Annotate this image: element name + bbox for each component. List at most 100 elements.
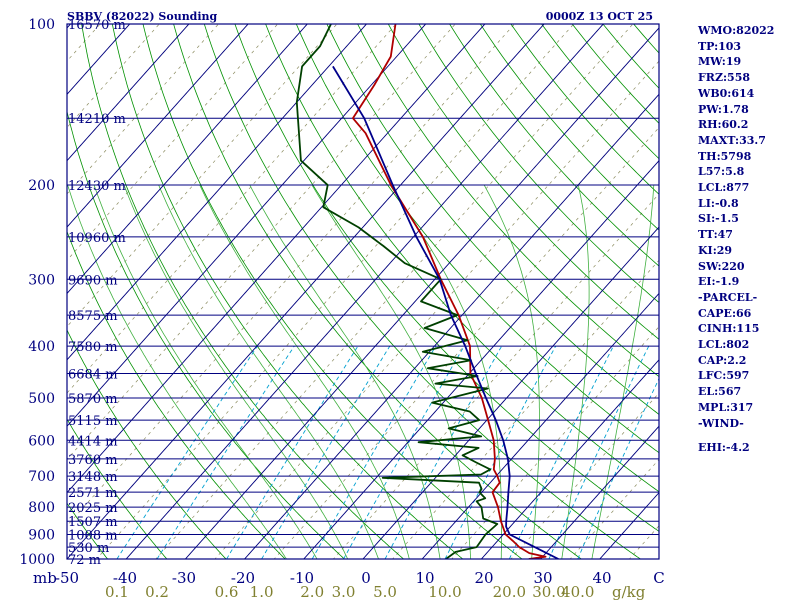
moist-adiabat-line [94, 185, 323, 570]
moist-adiabat-line [590, 185, 654, 570]
dry-adiabat-line [0, 12, 57, 570]
stat-value: LCL:877 [698, 180, 798, 196]
temperature-tick-label: -30 [172, 569, 196, 587]
dry-adiabat-line [231, 12, 717, 570]
pressure-tick-label: 500 [28, 391, 55, 407]
pressure-tick-label: 400 [28, 339, 55, 355]
stat-value: TT:47 [698, 227, 798, 243]
stat-value: -PARCEL- [698, 290, 798, 306]
isotherm-line [0, 12, 377, 570]
temperature-trace [353, 24, 546, 559]
mixing-ratio-label: 40.0 [561, 583, 594, 600]
mixing-ratio-label: 0.6 [215, 583, 239, 600]
height-level-label: 9690 m [68, 273, 118, 288]
stat-value: EI:-1.9 [698, 274, 798, 290]
stat-value: WB0:614 [698, 86, 798, 102]
stat-value: CAP:2.2 [698, 353, 798, 369]
mixing-ratio-label: 3.0 [332, 583, 356, 600]
pressure-tick-label: 300 [28, 272, 55, 288]
height-level-label: 7580 m [68, 340, 118, 355]
moist-adiabat-line [312, 185, 471, 570]
height-level-label: 12430 m [68, 179, 126, 194]
stat-value: KI:29 [698, 243, 798, 259]
pressure-tick-label: 700 [28, 469, 55, 485]
grid-lines [0, 12, 800, 570]
pressure-tick-label: 200 [28, 178, 55, 194]
pressure-unit-label: mb [33, 569, 57, 587]
temperature-tick-label: -50 [55, 569, 79, 587]
mixing-ratio-label: 1.0 [250, 583, 274, 600]
stat-value: TH:5798 [698, 149, 798, 165]
height-level-label: 8575 m [68, 309, 118, 324]
stat-value: LI:-0.8 [698, 196, 798, 212]
dewpoint-trace [297, 24, 498, 559]
stat-value: MAXT:33.7 [698, 133, 798, 149]
stat-value: EHI:-4.2 [698, 440, 798, 456]
height-level-label: 14210 m [68, 112, 126, 127]
dashed-guide-line [146, 12, 644, 570]
temperature-tick-label: C [653, 569, 664, 587]
moist-adiabat-line [560, 185, 589, 570]
stat-value: L57:5.8 [698, 164, 798, 180]
pressure-tick-label: 900 [28, 528, 55, 544]
dashed-guide-line [0, 12, 377, 570]
mixing-ratio-line [227, 346, 358, 559]
height-level-label: 6684 m [68, 367, 118, 382]
stat-value: MPL:317 [698, 400, 798, 416]
pressure-tick-label: 600 [28, 433, 55, 449]
stat-value: MW:19 [698, 54, 798, 70]
stat-value: PW:1.78 [698, 102, 798, 118]
stat-value: CAPE:66 [698, 306, 798, 322]
pressure-tick-label: 800 [28, 500, 55, 516]
height-level-label: 16570 m [68, 18, 126, 33]
stat-value: LCL:802 [698, 337, 798, 353]
stat-value: CINH:115 [698, 321, 798, 337]
stat-value: WMO:82022 [698, 23, 798, 39]
moist-adiabat-line [390, 185, 501, 570]
dashed-guide-line [205, 12, 703, 570]
plot-frame [67, 24, 659, 559]
dry-adiabat-line [0, 12, 237, 570]
stat-value: TP:103 [698, 39, 798, 55]
dry-adiabat-line [19, 12, 296, 570]
stat-value: -WIND- [698, 416, 798, 432]
mixing-ratio-label: 5.0 [373, 583, 397, 600]
stat-value: RH:60.2 [698, 117, 798, 133]
pressure-tick-label: 100 [28, 17, 55, 33]
pressure-tick-label: 1000 [19, 552, 55, 568]
height-level-label: 4414 m [68, 434, 118, 449]
stat-value: LFC:597 [698, 368, 798, 384]
temperature-tick-label: 20 [474, 569, 493, 587]
mixing-ratio-unit-label: g/kg [612, 583, 646, 600]
dashed-guide-line [264, 12, 762, 570]
dashed-guide-line [0, 12, 288, 570]
isotherm-line [234, 12, 732, 570]
mixing-ratio-label: 2.0 [300, 583, 324, 600]
height-level-label: 5115 m [68, 414, 118, 429]
stat-value: SW:220 [698, 259, 798, 275]
height-level-label: 3148 m [68, 470, 118, 485]
height-level-label: 10960 m [68, 231, 126, 246]
height-level-label: 3760 m [68, 453, 118, 468]
height-level-label: 5870 m [68, 392, 118, 407]
parcel-trace [333, 66, 559, 559]
temperature-tick-label: 0 [361, 569, 371, 587]
temperature-tick-label: 40 [592, 569, 611, 587]
dry-adiabat-line [110, 12, 477, 570]
chart-time: 0000Z 13 OCT 25 [546, 10, 653, 23]
height-level-label: 2025 m [68, 501, 118, 516]
stat-value: EL:567 [698, 384, 798, 400]
stat-value: FRZ:558 [698, 70, 798, 86]
height-level-label: 2571 m [68, 486, 118, 501]
height-level-label: 72 m [68, 553, 101, 568]
mixing-ratio-label: 0.1 [105, 583, 129, 600]
isotherm-line [175, 12, 673, 570]
mixing-ratio-line [157, 346, 294, 559]
mixing-ratio-label: 20.0 [493, 583, 526, 600]
mixing-ratio-label: 10.0 [428, 583, 461, 600]
mixing-ratio-label: 0.2 [145, 583, 169, 600]
mixing-ratio-line [312, 346, 436, 559]
